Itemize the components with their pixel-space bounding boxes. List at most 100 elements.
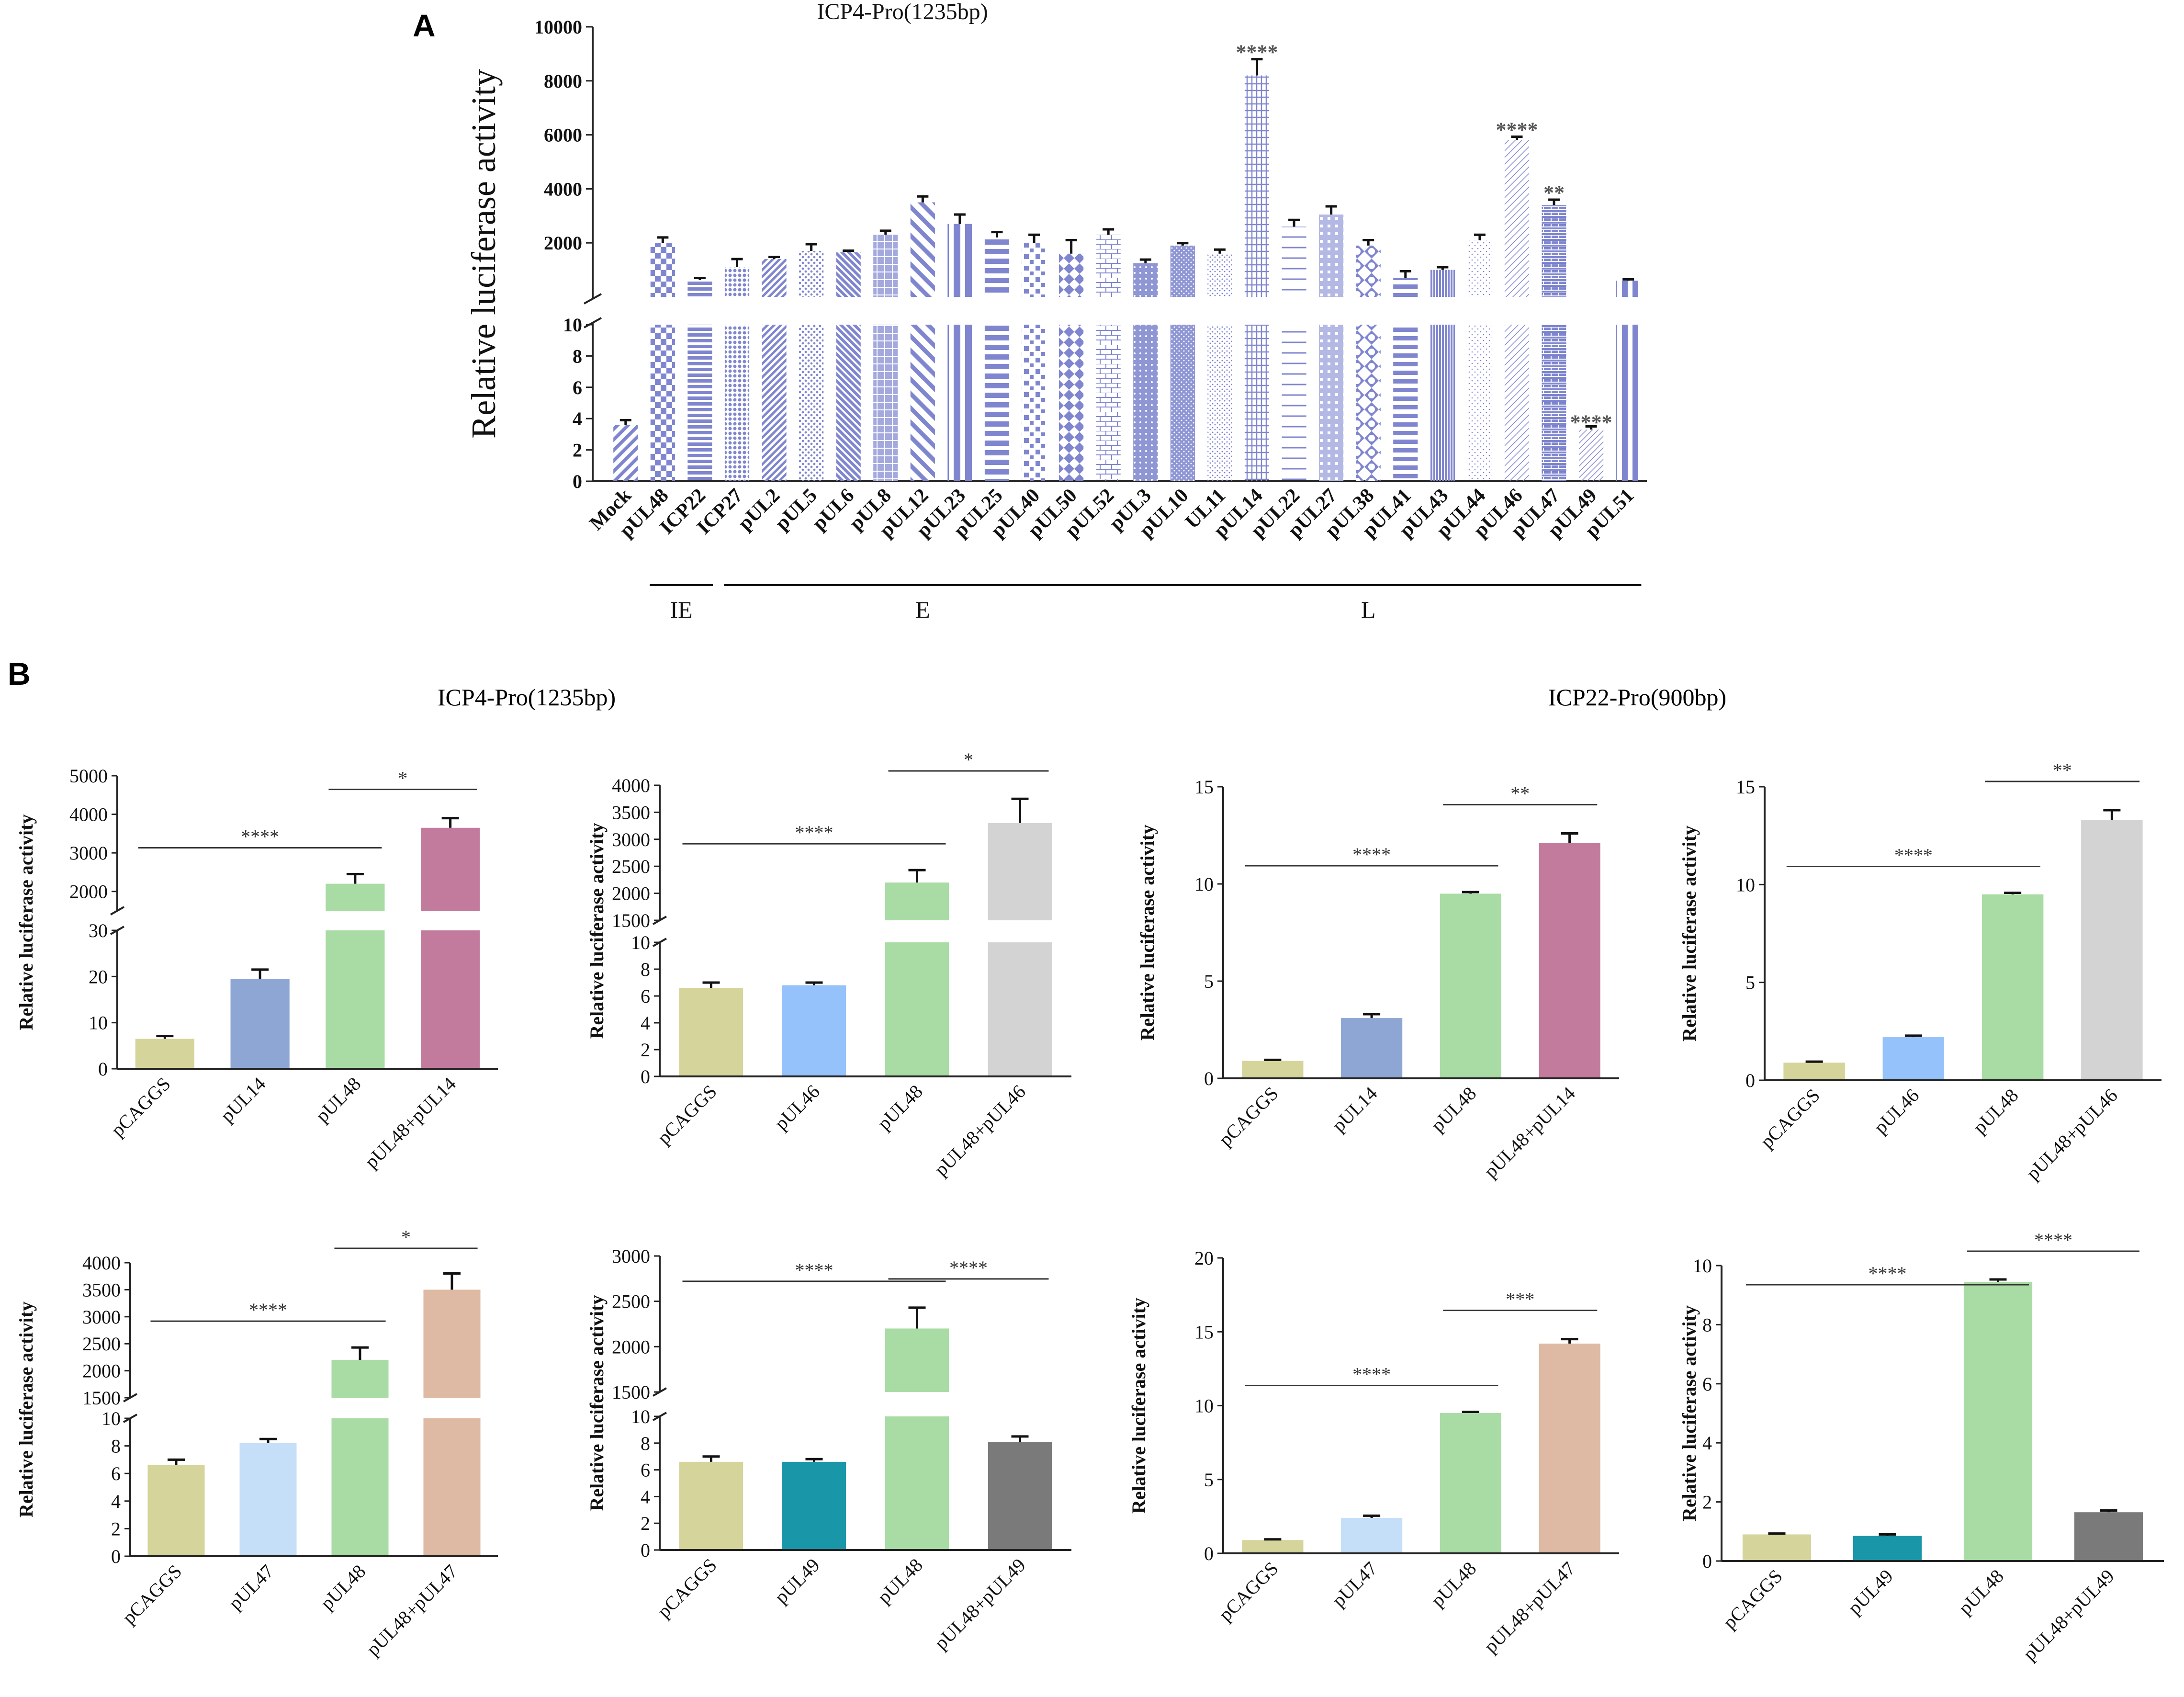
panel-a-tick-label: 2000 bbox=[544, 232, 582, 254]
x-label-pul14: pUL14 bbox=[216, 1073, 270, 1127]
tick-label: 6 bbox=[641, 1459, 650, 1481]
tick-label: 3000 bbox=[612, 829, 650, 850]
y-axis-label: Relative luciferase activity bbox=[1678, 1305, 1700, 1521]
bar-icp22-lower bbox=[687, 325, 712, 481]
bar-pul49 bbox=[1579, 430, 1604, 481]
x-label-pcaggs: pCAGGS bbox=[1756, 1085, 1824, 1153]
bar-pcaggs bbox=[679, 988, 743, 1076]
panel-a-axis-break-mark bbox=[584, 317, 602, 328]
y-axis-label: Relative luciferase activity bbox=[1678, 826, 1700, 1041]
x-label-pul48-plus-pul47: pUL48+pUL47 bbox=[362, 1561, 462, 1660]
tick-label: 2 bbox=[641, 1039, 650, 1061]
bar-pul12 bbox=[910, 202, 935, 297]
tick-label: 2500 bbox=[612, 856, 650, 877]
bar-pul47 bbox=[239, 1443, 297, 1556]
bar-pul46 bbox=[782, 985, 846, 1076]
panel-a-title: ICP4-Pro(1235bp) bbox=[817, 0, 988, 24]
significance-label: **** bbox=[1352, 844, 1391, 865]
panel-a-significance: ** bbox=[1543, 181, 1565, 204]
tick-label: 4 bbox=[641, 1012, 650, 1034]
bar-pul48-plus-pul46 bbox=[988, 823, 1052, 920]
y-axis-label: Relative luciferase activity bbox=[586, 1295, 608, 1511]
tick-label: 2500 bbox=[612, 1291, 650, 1312]
bar-pul48-lower bbox=[885, 942, 949, 1076]
group-label-l: L bbox=[1361, 596, 1376, 623]
bar-icp27-lower bbox=[724, 325, 750, 481]
tick-label: 10 bbox=[631, 932, 650, 953]
significance-label: **** bbox=[1894, 844, 1933, 866]
x-label-pul48-plus-pul14: pUL48+pUL14 bbox=[360, 1073, 460, 1173]
bar-ul11 bbox=[1207, 253, 1232, 297]
panel-b8-chart: Relative luciferase activity 0 2 4 6 8 10 pCAGG… bbox=[1678, 1229, 2164, 1665]
tick-label: 2 bbox=[641, 1513, 650, 1534]
significance-label: **** bbox=[949, 1257, 988, 1278]
significance-label: * bbox=[964, 749, 973, 770]
y-axis-label: Relative luciferase activity bbox=[15, 1301, 37, 1517]
bar-pul3-lower bbox=[1133, 325, 1158, 481]
tick-label: 10 bbox=[101, 1408, 121, 1429]
x-label-pul48-plus-pul49: pUL48+pUL49 bbox=[930, 1554, 1030, 1654]
panel-a-tick-label: 4 bbox=[573, 408, 582, 430]
bar-pul48 bbox=[331, 1360, 389, 1398]
x-label-pul48: pUL48 bbox=[1954, 1565, 2008, 1619]
bar-pcaggs bbox=[1783, 1063, 1845, 1080]
axis-break-mark bbox=[110, 906, 124, 916]
tick-label: 10 bbox=[1693, 1255, 1712, 1277]
tick-label: 8 bbox=[641, 1433, 650, 1454]
bar-pul50-lower bbox=[1059, 325, 1084, 481]
tick-label: 0 bbox=[641, 1066, 650, 1087]
tick-label: 20 bbox=[1194, 1247, 1214, 1269]
bar-pul48-plus-pul46 bbox=[2081, 820, 2143, 1080]
significance-label: **** bbox=[795, 822, 833, 843]
y-axis-label: Relative luciferase activity bbox=[1128, 1298, 1149, 1514]
bar-pul48 bbox=[1440, 1413, 1501, 1553]
panel-a-tick-label: 4000 bbox=[544, 178, 582, 200]
bar-pul44 bbox=[1467, 240, 1492, 297]
x-label-pcaggs: pCAGGS bbox=[1215, 1558, 1283, 1626]
tick-label: 3000 bbox=[82, 1306, 121, 1328]
x-label-pul49: pUL49 bbox=[770, 1554, 824, 1608]
panel-b3-chart: Relative luciferase activity 0 5 10 15 pCAGGS… bbox=[1137, 776, 1619, 1182]
significance-label: *** bbox=[1506, 1289, 1534, 1310]
bar-pul48-lower bbox=[326, 930, 385, 1069]
x-label-pcaggs: pCAGGS bbox=[118, 1561, 186, 1629]
bar-pul25 bbox=[984, 237, 1010, 297]
tick-label: 6 bbox=[1702, 1373, 1712, 1395]
bar-pul8 bbox=[873, 235, 898, 297]
bar-pul48-plus-pul14-lower bbox=[421, 930, 480, 1069]
bar-pul5 bbox=[799, 251, 824, 297]
bar-pul41 bbox=[1393, 278, 1418, 297]
bar-pul48-plus-pul49 bbox=[2074, 1512, 2143, 1561]
bar-pul48-plus-pul47 bbox=[423, 1290, 481, 1398]
panel-a-x-label: pUL2 bbox=[734, 485, 784, 535]
tick-label: 2 bbox=[111, 1518, 121, 1539]
bar-pul46-lower bbox=[1504, 325, 1530, 481]
bar-pul27-lower bbox=[1319, 325, 1344, 481]
bar-pul22 bbox=[1282, 226, 1306, 297]
tick-label: 0 bbox=[1204, 1543, 1214, 1564]
x-label-pul14: pUL14 bbox=[1328, 1083, 1382, 1136]
bar-pul48 bbox=[1963, 1281, 2033, 1561]
tick-label: 2 bbox=[1702, 1492, 1712, 1513]
significance-label: **** bbox=[249, 1299, 287, 1321]
tick-label: 15 bbox=[1194, 776, 1214, 798]
tick-label: 4000 bbox=[612, 775, 650, 796]
significance-label: * bbox=[401, 1226, 411, 1248]
panel-b7-chart: Relative luciferase activity 0 5 10 15 20 pCAG… bbox=[1128, 1247, 1619, 1657]
bar-pul40 bbox=[1022, 243, 1047, 297]
bar-pcaggs bbox=[1742, 1534, 1812, 1561]
bar-pul41-lower bbox=[1393, 325, 1418, 481]
bar-pul48-plus-pul47-lower bbox=[423, 1418, 481, 1556]
tick-label: 10 bbox=[1194, 873, 1214, 895]
tick-label: 15 bbox=[1194, 1321, 1214, 1343]
bar-pul47 bbox=[1542, 205, 1566, 297]
tick-label: 4000 bbox=[82, 1252, 121, 1274]
panel-a-tick-label: 10000 bbox=[534, 16, 582, 38]
tick-label: 0 bbox=[641, 1539, 650, 1561]
x-label-pul48: pUL48 bbox=[316, 1561, 370, 1614]
bar-pul51 bbox=[1616, 281, 1641, 297]
x-label-pul46: pUL46 bbox=[1869, 1085, 1923, 1138]
tick-label: 8 bbox=[1702, 1314, 1712, 1335]
significance-label: **** bbox=[1869, 1263, 1907, 1284]
